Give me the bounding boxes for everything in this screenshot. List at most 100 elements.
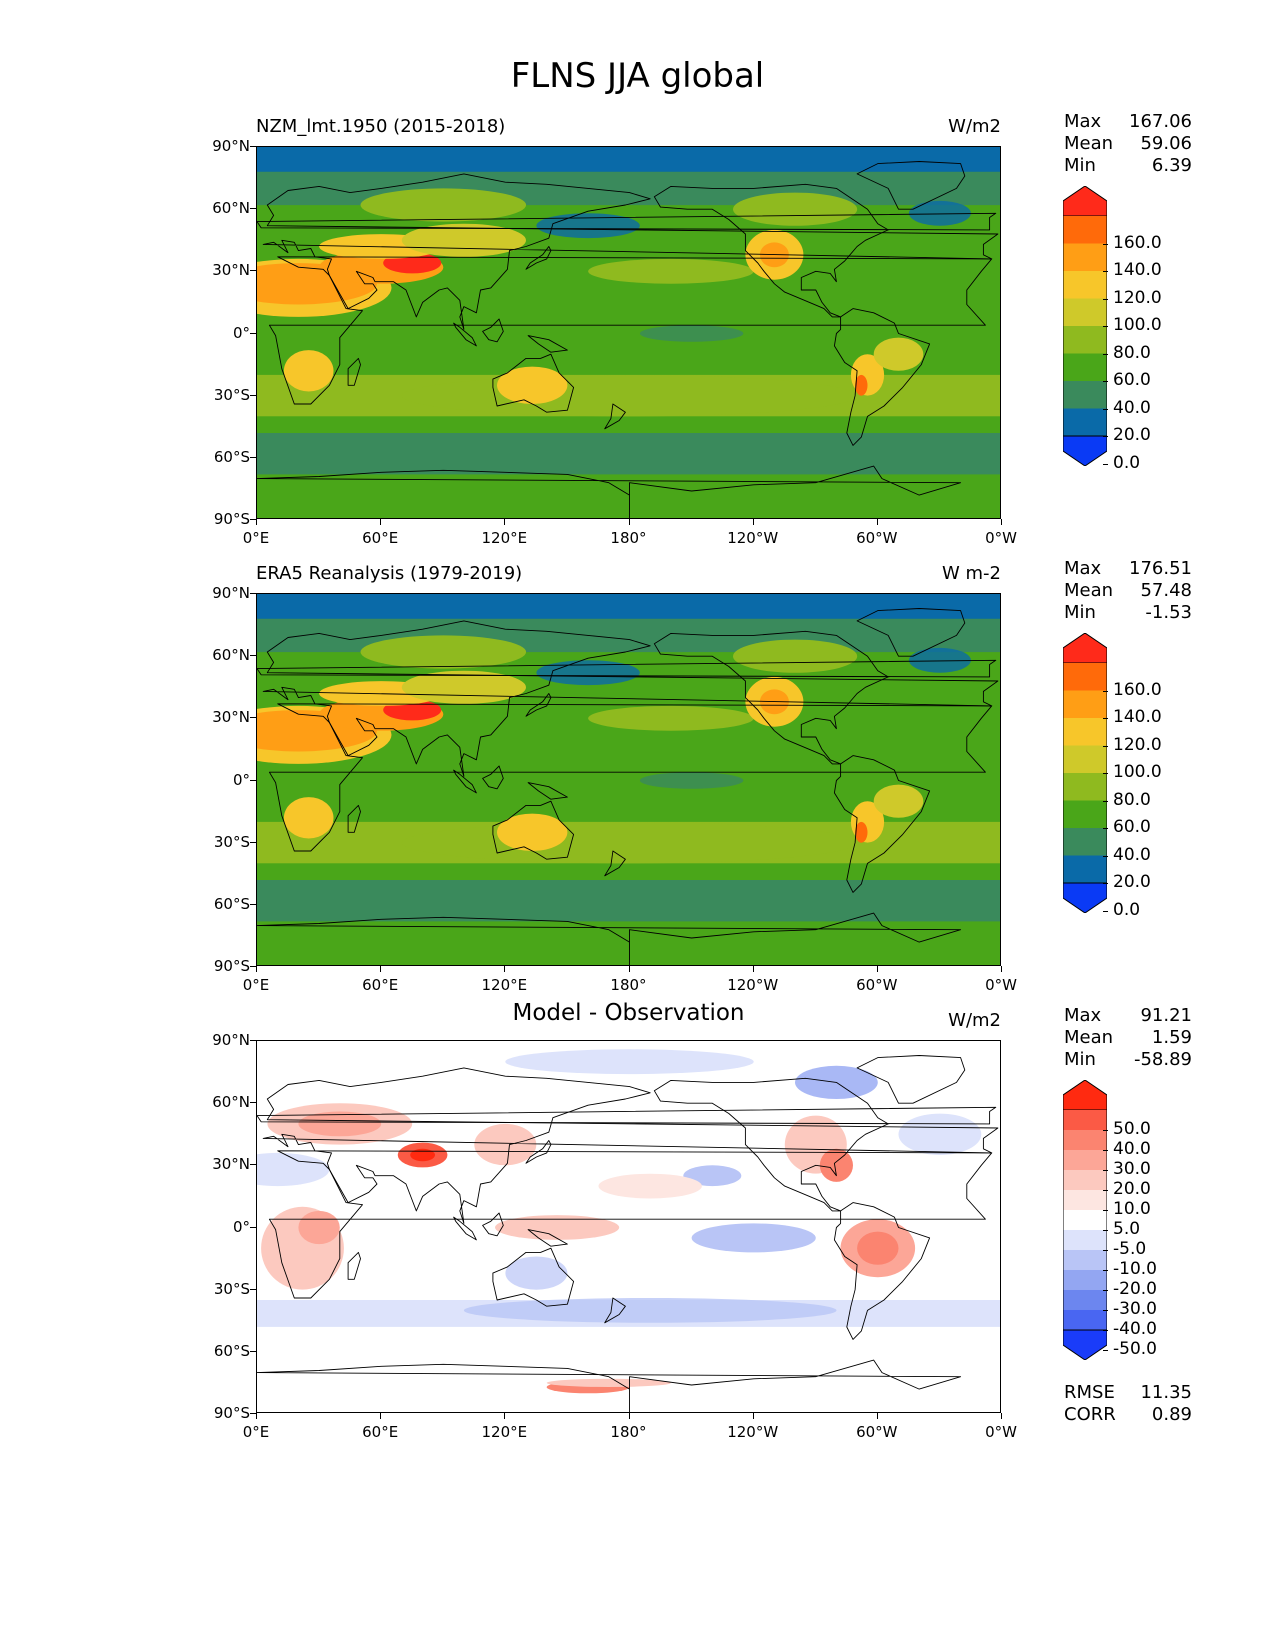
coastline-samerica [833,308,931,446]
stat-value: 167.06 [1129,111,1192,132]
stat-row: Max 91.21 [1064,1005,1192,1027]
x-tick-label: 60°E [362,1423,399,1441]
y-tick-label: 60°N [212,1093,250,1112]
colorbar-segment [1063,1270,1107,1291]
x-tick [256,519,257,525]
coastline-greenland [856,1055,966,1104]
colorbar-tick-label: 40.0 [1113,397,1151,418]
coastline-sumatra [453,769,477,794]
colorbar-segment [1063,663,1107,691]
stat-row: CORR 0.89 [1064,1404,1192,1426]
y-tick-label: 90°N [212,1031,250,1049]
colorbar-segment [1063,408,1107,437]
x-tick [628,519,630,525]
colorbar-tick [1103,800,1108,802]
x-tick [1001,1413,1002,1419]
map-diff [256,1040,1001,1413]
colorbar-segment [1063,353,1107,382]
colorbar-segment [1063,216,1107,244]
colorbar-extend-max [1062,185,1108,217]
x-tick-label: 120°W [727,529,779,547]
coastline-madagascar [347,357,361,386]
colorbar-tick [1103,745,1108,747]
y-tick [250,903,256,905]
x-tick-label: 60°E [362,529,399,547]
colorbar-segment [1063,690,1107,719]
stat-label: Min [1064,155,1096,176]
y-tick-label: 30°S [213,832,250,851]
map-model [256,146,1001,519]
colorbar-segment [1063,773,1107,801]
colorbar-tick [1103,828,1108,829]
stat-value: 6.39 [1151,155,1192,176]
colorbar-segment [1063,718,1107,746]
coastline-africa [268,256,993,405]
colorbar-tick-label: -30.0 [1113,1299,1157,1319]
y-tick [250,779,256,781]
colorbar-tick [1103,1230,1108,1231]
stat-row: Mean 57.48 [1064,580,1192,602]
colorbar-tick [1103,1190,1108,1191]
map-field-diff [257,1041,1000,1412]
y-tick-label: 90°N [212,584,250,602]
coastline-eurasia [262,1067,999,1224]
coastline-africa [268,703,993,852]
coastlines [257,161,999,518]
colorbar-tick-label: 5.0 [1113,1219,1141,1239]
stat-row: Min 6.39 [1064,155,1192,177]
y-tick-label: 30°N [212,708,250,727]
colorbar-tick [1103,326,1108,327]
x-tick [256,1413,257,1419]
colorbar-tick [1103,910,1108,912]
panel-obs: ERA5 Reanalysis (1979-2019) W m-2 90°N 60°… [0,558,1275,1013]
colorbar-tick-label: 160.0 [1113,679,1162,700]
colorbar-tick-label: 30.0 [1113,1159,1151,1179]
colorbar-tick-label: 80.0 [1113,789,1151,810]
colorbar-tick [1103,1270,1108,1271]
y-tick [250,394,256,396]
y-tick-label: 60°N [212,646,250,665]
y-tick [250,717,256,719]
colorbar-segment [1063,828,1107,856]
y-tick-label: 30°S [213,385,250,404]
panel-diff: Model - Observation W/m2 90°N 60°N 30°N 0° 30… [0,1000,1275,1460]
colorbar-tick [1103,1210,1108,1211]
stat-value: 176.51 [1129,558,1192,579]
coastline-africa [268,1150,993,1299]
colorbar-tick [1103,353,1108,355]
stat-value: 59.06 [1140,133,1192,154]
map-field-model [257,147,1000,518]
y-tick-label: 90°S [213,957,250,975]
colorbar-tick [1103,381,1108,382]
colorbar-tick [1103,773,1108,774]
x-tick-label: 0°E [242,1423,270,1441]
coastline-greenland [856,608,966,657]
colorbar-tick [1103,855,1108,857]
y-tick-label: 60°S [213,447,250,466]
colorbar-segment [1063,1250,1107,1271]
colorbar-tick [1103,1150,1108,1151]
y-tick-label: 60°S [213,1341,250,1360]
y-tick [250,270,256,272]
x-tick-label: 180° [610,976,647,994]
y-tick [250,1288,256,1290]
colorbar-segment [1063,1310,1107,1331]
y-tick-label: 0° [232,1217,250,1236]
x-tick [504,519,506,525]
colorbar-segment [1063,1110,1107,1131]
x-tick [256,966,257,972]
colorbar-tick [1103,1250,1108,1251]
x-tick-label: 60°W [856,976,898,994]
colorbar-segment [1063,381,1107,409]
coastlines [257,1055,999,1412]
colorbar-tick-label: 140.0 [1113,260,1162,280]
colorbar-tick-label: 50.0 [1113,1119,1151,1139]
colorbar-tick-label: 40.0 [1113,844,1151,865]
coastline-sumatra [453,322,477,347]
stat-row: Min -1.53 [1064,602,1192,624]
x-tick-label: 0°E [242,529,270,547]
y-tick-label: 30°S [213,1279,250,1298]
y-tick-label: 30°N [212,1155,250,1174]
coastline-samerica [833,755,931,893]
x-tick [752,966,754,972]
